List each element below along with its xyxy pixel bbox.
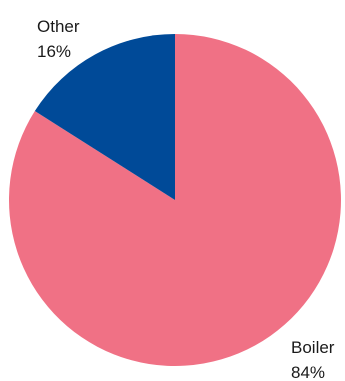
slice-label-other-value: 16%: [37, 42, 71, 61]
pie-slices: [8, 34, 341, 366]
slice-label-boiler: Boiler 84%: [291, 338, 335, 381]
pie-slice-boiler: [8, 34, 341, 366]
slice-label-other-name: Other: [37, 17, 80, 36]
slice-label-boiler-value: 84%: [291, 363, 325, 381]
slice-label-other: Other 16%: [37, 17, 80, 61]
slice-label-boiler-name: Boiler: [291, 338, 335, 357]
pie-slice-other: [34, 34, 176, 200]
